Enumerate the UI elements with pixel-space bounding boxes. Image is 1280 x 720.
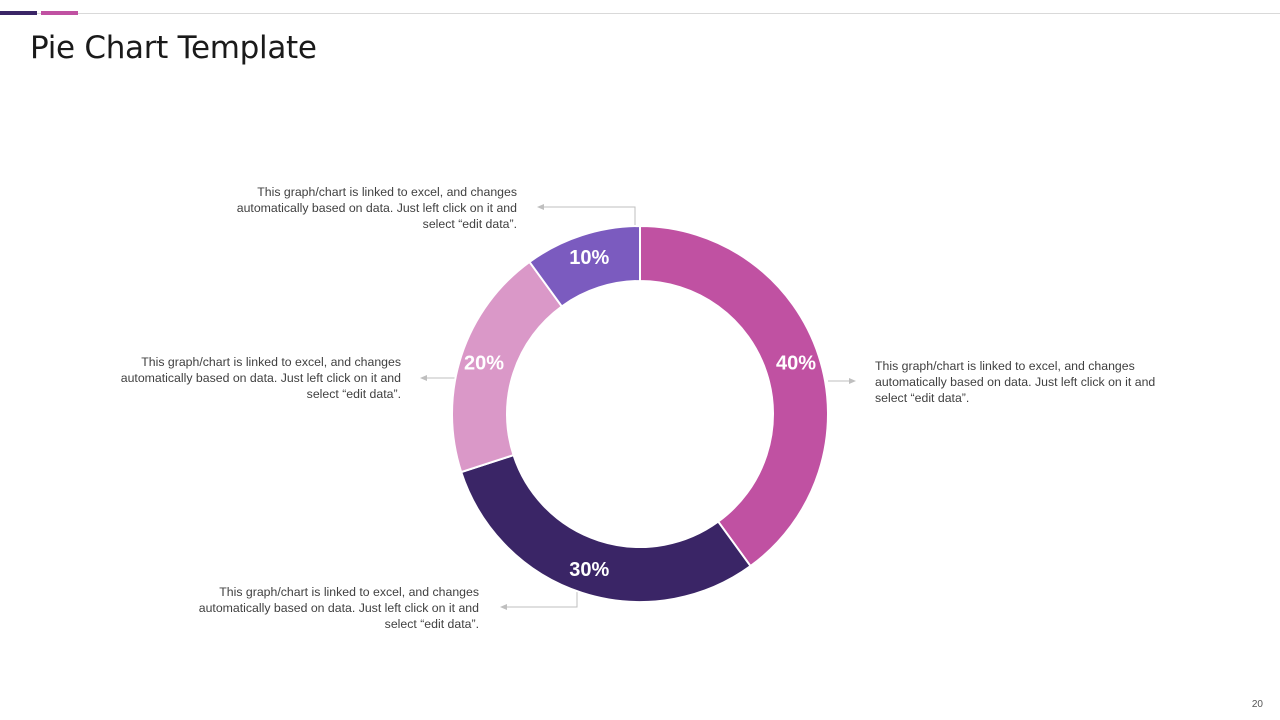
page-title: Pie Chart Template	[30, 30, 317, 66]
connector-arrow-20	[420, 375, 427, 381]
connector-line-10	[541, 206, 636, 227]
slice-label-1: 40%	[776, 352, 816, 374]
slice-label-3: 20%	[464, 352, 504, 374]
doughnut-slice-4	[528, 224, 641, 308]
callout-text-bottom-left: This graph/chart is linked to excel, and…	[198, 585, 479, 631]
accent-bar-pink	[41, 11, 78, 15]
doughnut-slice-2	[459, 453, 752, 603]
connector-line-30	[504, 590, 578, 608]
callout-text-top-left: This graph/chart is linked to excel, and…	[236, 185, 517, 231]
top-divider-line	[0, 13, 1280, 14]
slice-label-2: 30%	[569, 559, 609, 581]
callout-text-right: This graph/chart is linked to excel, and…	[875, 359, 1156, 405]
connector-arrow-30	[500, 604, 507, 610]
accent-bar-dark	[0, 11, 37, 15]
slice-label-4: 10%	[569, 247, 609, 269]
doughnut-slice-1	[639, 224, 829, 568]
connector-arrow-10	[537, 204, 544, 210]
callout-connectors	[420, 204, 856, 610]
callout-text-left: This graph/chart is linked to excel, and…	[120, 355, 401, 401]
page-number: 20	[1251, 699, 1263, 710]
connector-arrow-40	[849, 378, 856, 384]
